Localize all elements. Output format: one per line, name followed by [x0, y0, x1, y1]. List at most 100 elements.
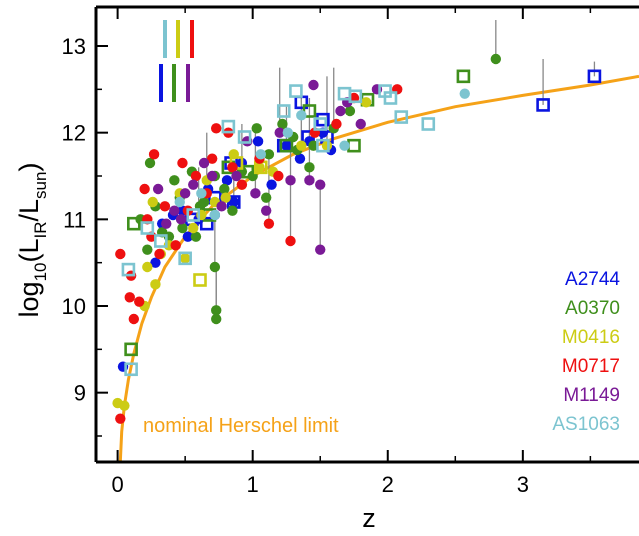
y-tick-label-12: 12	[62, 121, 86, 146]
y-axis-title: log10(LIR/Lsun)	[14, 163, 50, 318]
point-as1063-square-3	[154, 234, 168, 248]
point-as1063-circle-0	[174, 196, 185, 208]
point-m1149-circle-0	[152, 183, 164, 195]
y-title-num-sub: IR	[31, 221, 50, 238]
point-a0370-square-5	[279, 138, 294, 153]
point-a0370-circle-1	[142, 244, 153, 255]
point-m1149-circle-4	[179, 188, 191, 199]
point-layer	[112, 53, 602, 424]
limit-annotation: nominal Herschel limit	[143, 415, 339, 437]
point-a0370-circle-7	[211, 305, 222, 316]
point-m0416-circle-1	[119, 400, 130, 411]
point-m1149-circle-12	[260, 205, 272, 216]
point-m1149-circle-9	[231, 170, 242, 182]
point-a0370-circle-8	[227, 205, 238, 216]
point-a0370-circle-0	[144, 157, 156, 169]
point-as1063-circle-4	[282, 127, 294, 138]
point-as1063-square-9	[289, 84, 303, 98]
point-a2744-circle-5	[182, 231, 194, 242]
point-a2744-square-10	[536, 98, 550, 112]
point-a0370-circle-12	[263, 149, 275, 160]
point-m0717-circle-0	[115, 413, 126, 424]
point-a2744-circle-9	[221, 175, 233, 186]
legend-entry-a2744: A2744	[565, 269, 620, 290]
key-bar-top-as1063	[163, 20, 167, 58]
point-m1149-circle-7	[206, 170, 218, 182]
point-a0370-circle-17	[344, 105, 356, 117]
point-a0370-circle-11	[251, 123, 262, 134]
point-m0717-circle-25	[285, 235, 296, 247]
point-as1063-square-13	[348, 89, 363, 104]
point-a0370-circle-3	[169, 175, 180, 186]
legend-entry-m1149: M1149	[563, 385, 620, 406]
key-bar-top-m0717	[190, 20, 194, 58]
point-m0416-circle-5	[150, 279, 161, 290]
point-m0717-circle-21	[236, 179, 248, 190]
point-as1063-square-8	[276, 104, 291, 118]
point-as1063-circle-2	[209, 209, 221, 221]
key-bar-top-m0416	[176, 20, 180, 58]
point-a0370-circle-6	[209, 261, 221, 273]
point-m0717-circle-15	[190, 170, 202, 182]
key-bar-bottom-m1149	[186, 64, 190, 102]
point-m0717-circle-18	[211, 123, 222, 134]
point-m1149-circle-21	[355, 118, 366, 130]
point-m1149-circle-18	[315, 179, 326, 190]
y-title-den-sub: sun	[31, 172, 50, 199]
point-m0416-circle-4	[147, 196, 158, 208]
y-title-slash: /L	[14, 199, 44, 222]
point-as1063-circle-7	[459, 88, 470, 99]
point-as1063-square-17	[421, 117, 436, 131]
point-a2744-square-1	[199, 216, 214, 231]
y-title-base: 10	[31, 263, 50, 282]
legend-entry-m0416: M0416	[562, 327, 620, 348]
point-a2744-circle-10	[228, 196, 239, 208]
point-m0416-circle-10	[188, 222, 199, 234]
point-m0717-circle-27	[331, 118, 342, 130]
point-a0370-circle-4	[177, 222, 188, 234]
legend-entry-as1063: AS1063	[552, 414, 620, 435]
point-m0717-circle-5	[134, 296, 145, 307]
point-m1149-circle-3	[175, 214, 187, 225]
point-m1149-circle-8	[216, 201, 227, 212]
point-m1149-circle-17	[315, 244, 326, 255]
point-as1063-circle-5	[296, 110, 307, 121]
point-m1149-circle-5	[188, 179, 199, 190]
point-a0370-square-9	[456, 69, 471, 84]
point-m0717-circle-24	[273, 170, 284, 182]
point-as1063-square-16	[394, 110, 409, 124]
point-as1063-circle-6	[339, 140, 350, 151]
point-m0416-circle-9	[179, 253, 191, 264]
point-as1063-square-5	[186, 208, 201, 222]
point-as1063-square-7	[237, 130, 252, 144]
point-a2744-circle-13	[266, 179, 277, 190]
point-a0370-circle-12	[304, 162, 315, 173]
legend-entry-a0370: A0370	[565, 298, 620, 319]
point-m1149-circle-6	[198, 157, 210, 169]
point-m0717-circle-1	[115, 248, 126, 260]
y-title-close: )	[14, 163, 44, 172]
point-m1149-circle-16	[308, 79, 319, 91]
point-m0416-circle-17	[254, 162, 265, 173]
point-a0370-circle-8	[211, 313, 222, 325]
point-as1063-square-15	[383, 91, 398, 105]
x-tick-label-0: 0	[111, 472, 123, 497]
point-m0717-circle-2	[124, 292, 135, 303]
point-as1063-circle-3	[255, 149, 266, 160]
point-m0416-circle-20	[321, 140, 333, 151]
point-m1149-circle-13	[274, 127, 285, 138]
point-a2744-circle-15	[294, 153, 306, 164]
y-title-open: (L	[14, 238, 44, 262]
point-m0717-circle-6	[139, 183, 150, 195]
point-a0370-circle-6	[198, 196, 210, 208]
point-m0717-circle-23	[263, 218, 275, 229]
point-a2744-circle-1	[150, 257, 161, 268]
point-a0370-square-0	[124, 342, 138, 357]
x-tick-label-2: 2	[382, 472, 394, 497]
x-tick-label-3: 3	[517, 472, 529, 497]
point-m0717-circle-20	[227, 162, 238, 173]
key-bar-bottom-a2744	[159, 64, 163, 102]
point-m0416-circle-19	[296, 140, 307, 151]
